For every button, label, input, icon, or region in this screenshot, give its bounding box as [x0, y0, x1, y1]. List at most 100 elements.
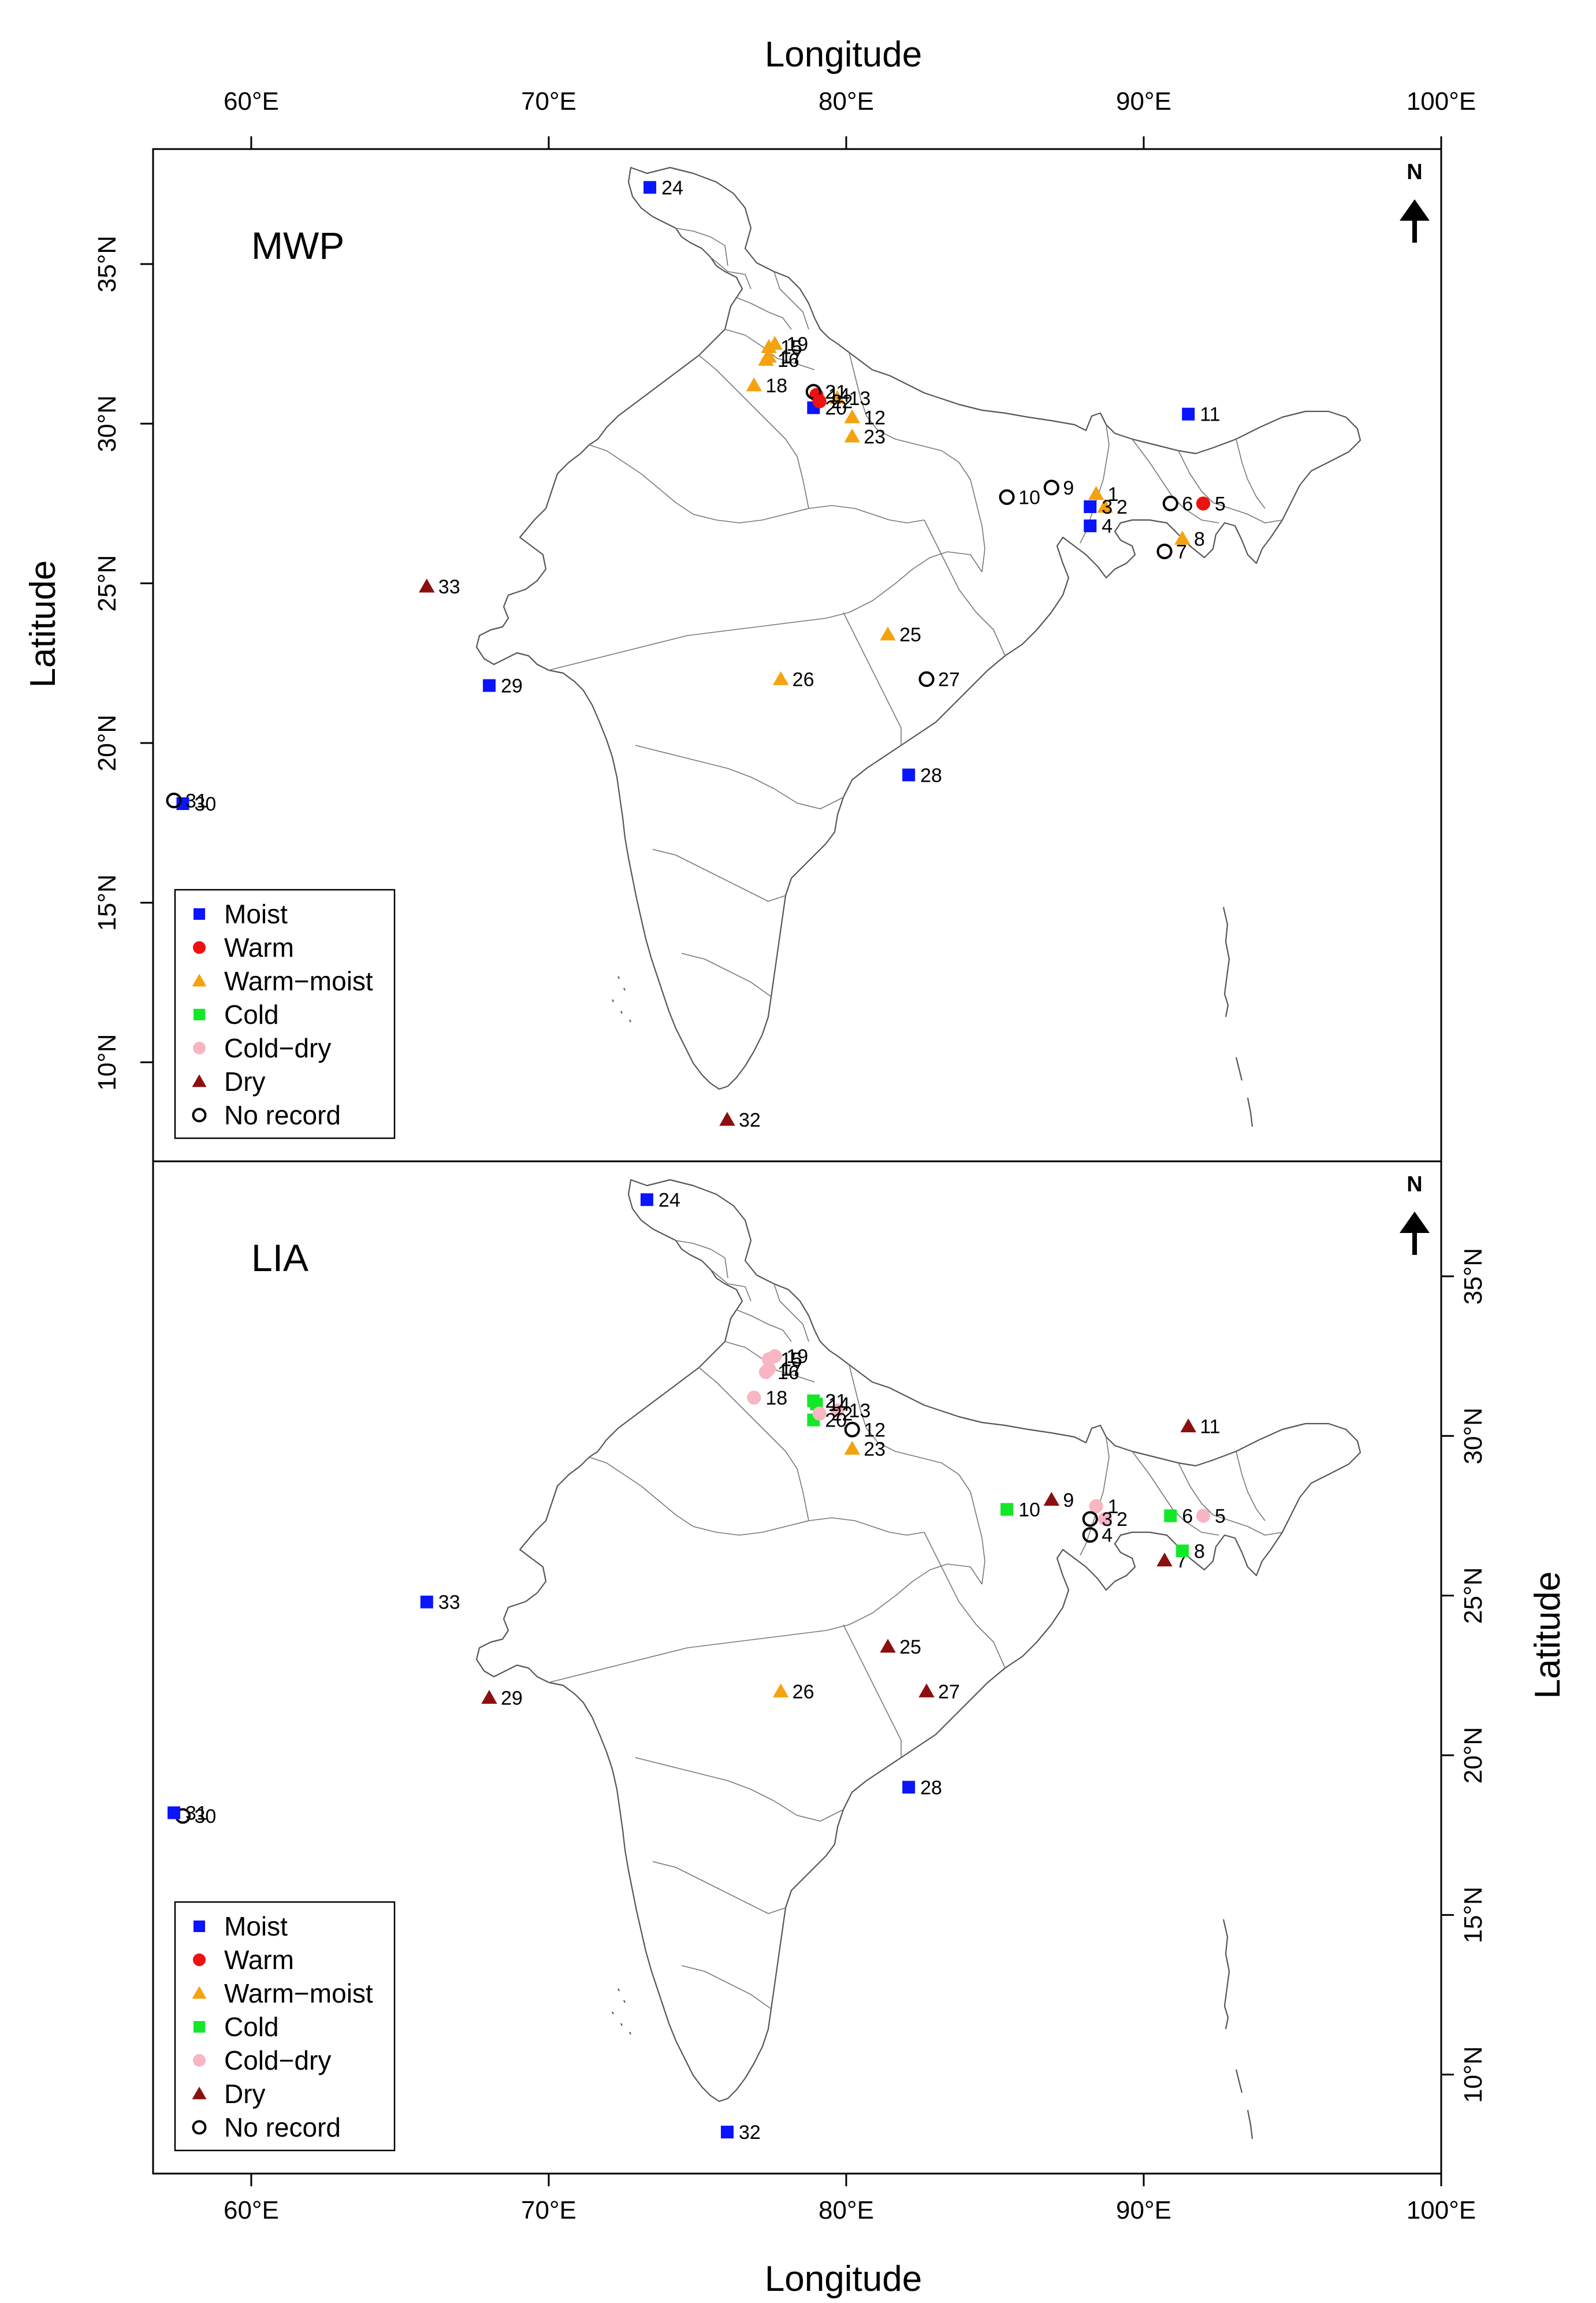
site-label-31: 31: [185, 790, 207, 812]
y-axis-title-right: Latitude: [1528, 1572, 1568, 1699]
y-tick-label-left: 10°N: [93, 1034, 121, 1091]
site-label-3: 3: [1102, 1509, 1113, 1531]
legend-marker-warm_moist: [192, 1986, 207, 1999]
site-marker-28: [902, 768, 916, 782]
site-marker-31: [166, 792, 182, 809]
legend-marker-moist: [194, 908, 205, 920]
site-label-27: 27: [938, 668, 960, 690]
north-arrow-label: N: [1407, 1172, 1422, 1197]
site-marker-24: [640, 1193, 653, 1206]
site-label-2: 2: [1117, 1509, 1128, 1531]
legend-label-warm_moist: Warm−moist: [224, 1978, 373, 2008]
site-label-28: 28: [920, 1777, 942, 1799]
site-label-11: 11: [1200, 1416, 1220, 1438]
site-label-6: 6: [1182, 1505, 1193, 1527]
y-tick-label-right: 15°N: [1459, 1886, 1487, 1943]
site-label-6: 6: [1182, 493, 1193, 515]
site-marker-2: [1097, 499, 1113, 513]
legend-label-warm: Warm: [224, 933, 294, 963]
site-label-15: 15: [780, 1349, 802, 1371]
site-marker-12: [844, 1421, 860, 1437]
site-label-32: 32: [739, 2122, 761, 2144]
site-marker-9: [1043, 480, 1059, 496]
site-label-16: 16: [777, 1362, 799, 1384]
site-label-29: 29: [501, 1688, 523, 1710]
legend-label-cold_dry: Cold−dry: [224, 1033, 331, 1063]
legend-label-dry: Dry: [224, 1067, 266, 1097]
legend-box: [174, 1901, 396, 2152]
site-marker-7: [1156, 543, 1173, 559]
site-marker-3: [1084, 500, 1097, 514]
site-marker-26: [772, 671, 789, 685]
legend-label-cold: Cold: [224, 2012, 279, 2042]
site-marker-23: [844, 428, 861, 443]
legend-marker-cold_dry: [193, 1042, 206, 1054]
site-label-8: 8: [1194, 1540, 1205, 1562]
panel-lia-title: LIA: [251, 1236, 308, 1279]
north-arrow: N: [1400, 160, 1430, 243]
x-axis-title-bottom: Longitude: [765, 2259, 922, 2299]
panel-mwp: MWP N 1234567891011121314151617181920212…: [152, 148, 1442, 1162]
site-label-7: 7: [1176, 541, 1187, 563]
site-marker-10: [999, 489, 1015, 505]
site-label-19: 19: [786, 333, 808, 355]
site-marker-17: [761, 1362, 776, 1376]
site-marker-19: [768, 1349, 782, 1364]
site-label-3: 3: [1102, 496, 1113, 518]
axis-ticks: 60°E 60°E 70°E 70°E 80°E 80°E 90°E 90°E 100°E 100…: [93, 87, 1487, 2224]
site-marker-10: [1000, 1503, 1014, 1516]
panel-mwp-title: MWP: [251, 224, 344, 267]
site-label-25: 25: [899, 624, 921, 646]
site-marker-18: [747, 1390, 761, 1405]
legend-label-moist: Moist: [224, 899, 288, 929]
site-label-28: 28: [920, 764, 942, 786]
y-tick-label-right: 20°N: [1459, 1727, 1487, 1784]
site-label-33: 33: [438, 576, 460, 598]
legend-marker-cold: [194, 2021, 205, 2033]
site-marker-7: [1156, 1552, 1173, 1567]
legend-label-warm_moist: Warm−moist: [224, 966, 373, 996]
site-marker-28: [902, 1781, 916, 1794]
legend-marker-dry: [192, 2086, 207, 2100]
y-tick-label-right: 35°N: [1459, 1248, 1487, 1305]
north-arrow: N: [1400, 1172, 1430, 1255]
site-label-33: 33: [438, 1592, 460, 1614]
legend-label-no_record: No record: [224, 2112, 341, 2142]
x-tick-label: 100°E: [1407, 2196, 1476, 2224]
legend-marker-no_record: [192, 2120, 207, 2135]
panel-lia-map: [475, 1179, 1361, 2140]
site-label-11: 11: [1200, 404, 1220, 426]
site-marker-4: [1082, 1527, 1098, 1543]
legend-label-cold_dry: Cold−dry: [224, 2045, 331, 2075]
site-marker-11: [1180, 1418, 1196, 1433]
site-label-29: 29: [501, 675, 523, 697]
panel-mwp-map: [475, 166, 1361, 1128]
site-marker-27: [918, 1683, 935, 1697]
panel-mwp-india-map: [475, 166, 1361, 1128]
site-label-20: 20: [825, 398, 847, 419]
north-arrow-label: N: [1407, 160, 1422, 184]
site-marker-1: [1089, 1499, 1103, 1513]
legend-label-no_record: No record: [224, 1100, 341, 1130]
site-label-2: 2: [1117, 496, 1128, 518]
x-tick-label: 60°E: [224, 2196, 279, 2224]
site-marker-19: [767, 336, 783, 350]
site-label-26: 26: [793, 668, 814, 690]
legend-label-dry: Dry: [224, 2079, 266, 2109]
y-tick-label-left: 35°N: [93, 236, 121, 292]
site-marker-25: [880, 626, 896, 641]
panel-lia-india-map: [475, 1179, 1361, 2140]
legend-marker-cold_dry: [193, 2054, 206, 2067]
site-label-23: 23: [864, 1438, 886, 1460]
y-tick-label-left: 25°N: [93, 555, 121, 611]
legend-label-warm: Warm: [224, 1945, 294, 1975]
site-label-30: 30: [195, 1806, 217, 1827]
site-label-15: 15: [780, 337, 802, 359]
legend-marker-warm: [193, 941, 206, 954]
site-marker-17: [761, 348, 777, 363]
site-marker-8: [1175, 1544, 1189, 1558]
site-marker-21: [807, 1394, 820, 1407]
site-label-32: 32: [739, 1109, 761, 1131]
site-label-12: 12: [864, 407, 886, 429]
